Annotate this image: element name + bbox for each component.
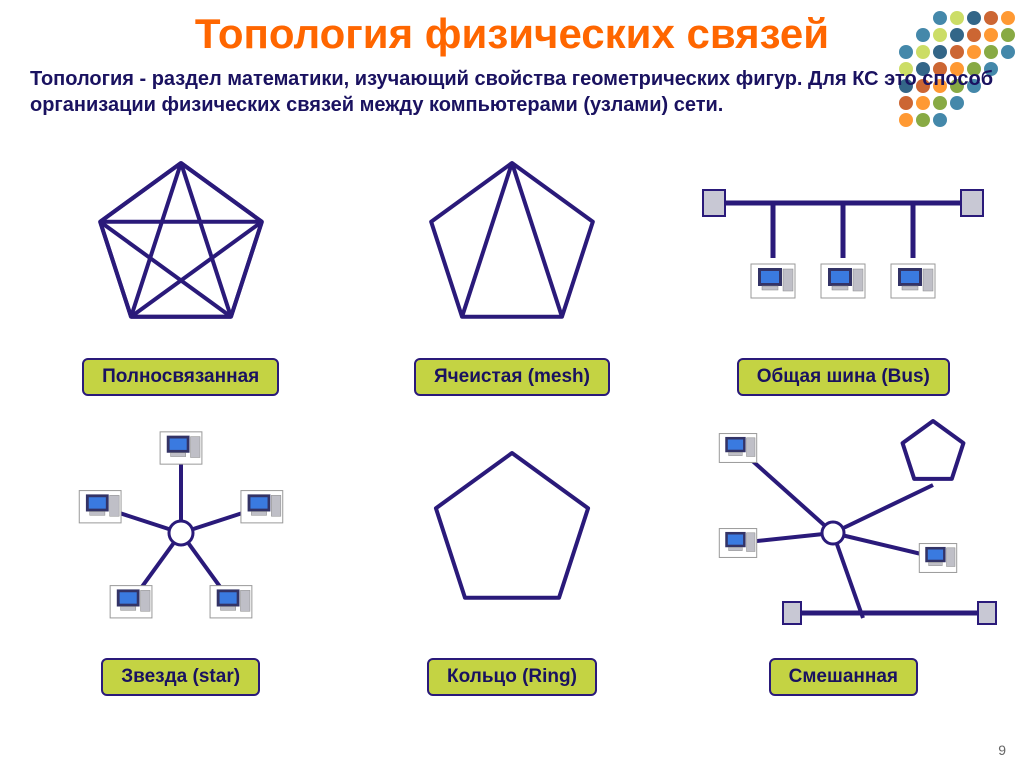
mesh-label: Ячеистая (mesh)	[414, 358, 610, 396]
full-label: Полносвязанная	[82, 358, 279, 396]
full-diagram	[66, 148, 296, 338]
page-title: Топология физических связей	[0, 0, 1024, 58]
topology-star: Звезда (star)	[20, 406, 341, 696]
ring-label: Кольцо (Ring)	[427, 658, 597, 696]
page-subtitle: Топология - раздел математики, изучающий…	[0, 58, 1024, 126]
mixed-label: Смешанная	[769, 658, 918, 696]
topology-mixed: Смешанная	[683, 406, 1004, 696]
star-label: Звезда (star)	[101, 658, 260, 696]
topology-full: Полносвязанная	[20, 136, 341, 396]
bus-diagram	[693, 148, 993, 338]
topology-bus: Общая шина (Bus)	[683, 136, 1004, 396]
topology-ring: Кольцо (Ring)	[351, 406, 672, 696]
ring-diagram	[397, 428, 627, 628]
mixed-diagram	[683, 408, 1003, 648]
page-number: 9	[998, 742, 1006, 758]
mesh-diagram	[397, 148, 627, 338]
topology-grid: Полносвязанная Ячеистая (mesh) Общая шин…	[0, 126, 1024, 706]
bus-label: Общая шина (Bus)	[737, 358, 950, 396]
topology-mesh: Ячеистая (mesh)	[351, 136, 672, 396]
star-diagram	[31, 418, 331, 638]
